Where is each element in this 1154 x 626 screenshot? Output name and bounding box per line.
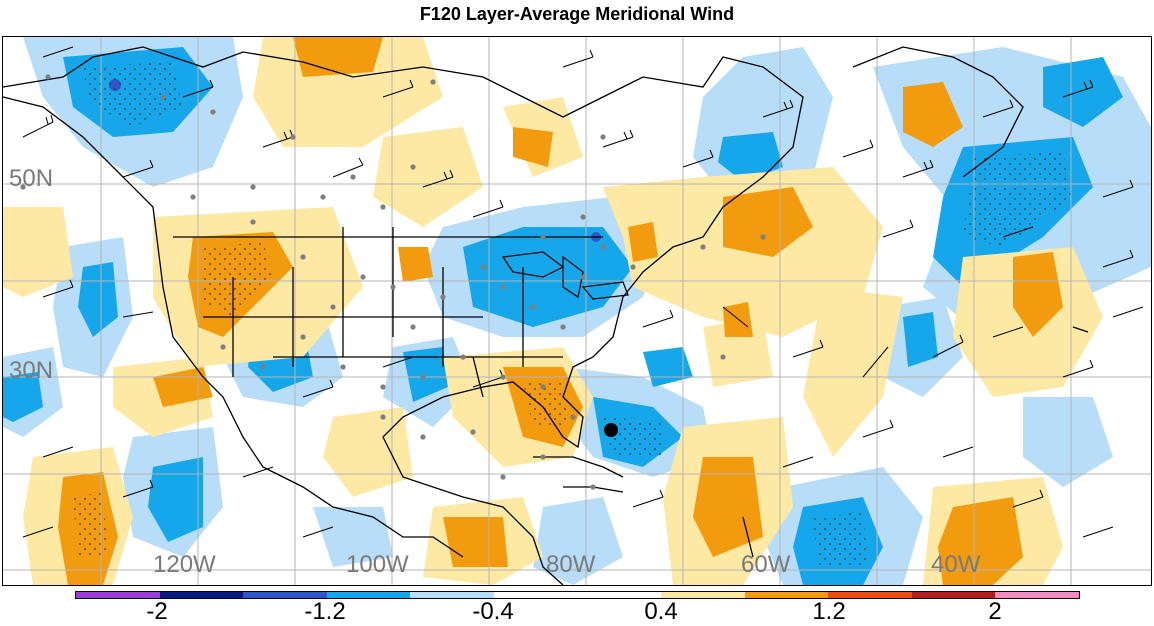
colorbar-swatch (744, 592, 829, 598)
colorbar-label: -2 (146, 598, 168, 625)
map-panel: 50N 30N 120W 100W 80W 60W 40W (2, 36, 1152, 586)
lon-label-120w: 120W (153, 551, 216, 578)
colorbar-label: 0.4 (644, 598, 678, 625)
lon-label-100w: 100W (346, 551, 409, 578)
colorbar-label: -0.4 (472, 598, 514, 625)
colorbar-swatch (577, 592, 662, 598)
great-lakes (501, 251, 629, 300)
lat-label-30n: 30N (9, 357, 54, 384)
station-dots (20, 74, 766, 490)
colorbar-label: -1.2 (304, 598, 346, 625)
map-title: F120 Layer-Average Meridional Wind (419, 4, 735, 24)
colorbar-swatch (493, 592, 578, 598)
colorbar-label: 2 (988, 598, 1002, 625)
colorbar-swatch (911, 592, 996, 598)
lon-label-60w: 60W (741, 551, 791, 578)
storm-center-marker (604, 423, 618, 437)
lon-label-40w: 40W (931, 551, 981, 578)
colorbar (75, 591, 1080, 599)
colorbar-swatch (76, 592, 160, 598)
colorbar-swatch (661, 592, 745, 598)
colorbar-label: 1.2 (812, 598, 846, 625)
colorbar-swatch (159, 592, 244, 598)
wind-map (3, 37, 1151, 585)
stipple-regions (73, 62, 1073, 567)
colorbar-swatch (828, 592, 912, 598)
colorbar-swatch (410, 592, 494, 598)
grid-lines (3, 37, 1151, 585)
lat-label-50n: 50N (9, 165, 54, 192)
colorbar-swatch (326, 592, 411, 598)
lon-label-80w: 80W (546, 551, 596, 578)
wind-barbs (22, 46, 1144, 538)
colorbar-swatch (243, 592, 327, 598)
colorbar-swatch (995, 592, 1079, 598)
